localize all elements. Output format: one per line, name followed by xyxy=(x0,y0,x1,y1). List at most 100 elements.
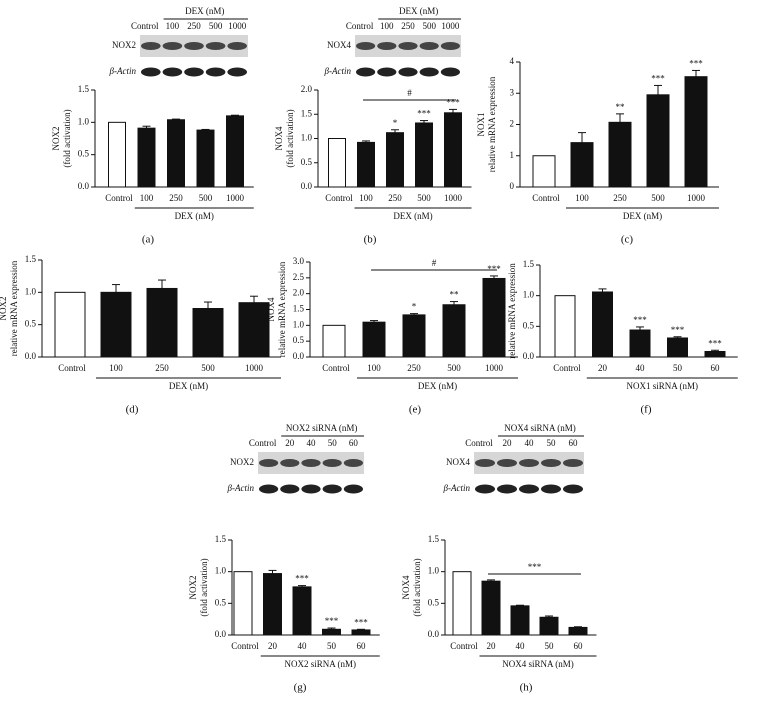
blot-band xyxy=(563,459,583,467)
bar xyxy=(167,119,185,188)
x-tick-label: 20 xyxy=(268,641,278,651)
blot-band xyxy=(440,67,460,77)
bar xyxy=(568,626,588,636)
blot-band xyxy=(440,42,460,50)
x-tick-label: Control xyxy=(553,363,581,373)
x-tick-label: 50 xyxy=(673,363,683,373)
blot-band xyxy=(227,67,247,77)
x-tick-label: 100 xyxy=(575,193,589,203)
bar xyxy=(684,76,708,188)
bar xyxy=(322,628,341,636)
panel-label: (c) xyxy=(621,234,634,246)
blot-lane-label: 50 xyxy=(328,438,338,448)
bar xyxy=(482,277,506,358)
y-tick-label: 2.0 xyxy=(293,288,305,298)
blot-band xyxy=(541,459,561,467)
blot-band xyxy=(343,484,363,494)
y-axis-label: relative mRNA expression xyxy=(487,76,497,172)
panel-label: (a) xyxy=(142,234,155,246)
x-tick-label: 60 xyxy=(711,363,721,373)
blot-band xyxy=(280,459,300,467)
y-tick-label: 4 xyxy=(510,56,515,66)
significance: *** xyxy=(633,315,647,325)
x-tick-label: 20 xyxy=(598,363,608,373)
x-tick-label: 40 xyxy=(516,641,526,651)
bar xyxy=(263,573,282,636)
bar xyxy=(570,142,594,188)
blot-row-label: NOX4 xyxy=(446,457,470,467)
bar xyxy=(146,287,178,358)
y-tick-label: 0.0 xyxy=(25,351,37,361)
blot-band xyxy=(141,67,161,77)
blot-band xyxy=(563,484,583,494)
y-tick-label: 0.5 xyxy=(78,149,90,159)
blot-lane-label: Control xyxy=(249,438,277,448)
x-axis-label: DEX (nM) xyxy=(418,381,457,391)
bar xyxy=(646,94,670,188)
x-tick-label: 40 xyxy=(636,363,646,373)
x-tick-label: 60 xyxy=(574,641,584,651)
significance: *** xyxy=(487,264,501,274)
blot-lane-label: 40 xyxy=(525,438,535,448)
bar xyxy=(362,321,386,358)
blot-lane-label: 100 xyxy=(166,21,180,31)
y-tick-label: 1.0 xyxy=(25,286,37,296)
bar xyxy=(108,121,126,188)
y-axis-label: NOX1 xyxy=(496,299,506,323)
y-tick-label: 0.0 xyxy=(293,351,305,361)
bar xyxy=(292,586,312,636)
blot-row-label: β-Actin xyxy=(109,66,137,76)
x-tick-label: 500 xyxy=(651,193,665,203)
x-tick-label: 1000 xyxy=(687,193,706,203)
bracket-label: # xyxy=(407,88,412,98)
y-tick-label: 1.5 xyxy=(25,254,37,264)
x-tick-label: 60 xyxy=(357,641,367,651)
x-tick-label: 100 xyxy=(359,193,373,203)
bar xyxy=(226,115,244,188)
blot-band xyxy=(398,67,418,77)
bracket-label: # xyxy=(432,258,437,268)
y-axis-label: relative mRNA expression xyxy=(507,263,517,359)
y-tick-label: 0.5 xyxy=(301,157,313,167)
blot-row-label: β-Actin xyxy=(324,66,352,76)
blot-band xyxy=(419,42,439,50)
blot-band xyxy=(322,459,342,467)
significance: *** xyxy=(325,616,339,626)
bar xyxy=(592,291,613,358)
x-axis-label: NOX1 siRNA (nM) xyxy=(626,381,698,391)
blot-band xyxy=(475,459,495,467)
x-tick-label: 500 xyxy=(447,363,461,373)
bar xyxy=(667,337,688,358)
blot-lane-label: Control xyxy=(346,21,374,31)
y-axis-label: (fold activation) xyxy=(62,109,72,167)
bar xyxy=(704,350,726,358)
y-tick-label: 0.5 xyxy=(293,335,305,345)
y-axis-label: NOX1 xyxy=(476,113,486,137)
x-tick-label: 250 xyxy=(169,193,183,203)
y-tick-label: 1.0 xyxy=(293,319,305,329)
blot-lane-label: 20 xyxy=(503,438,513,448)
panel-label: (b) xyxy=(364,234,377,246)
blot-band xyxy=(141,42,161,50)
y-axis-label: NOX4 xyxy=(401,575,411,599)
blot-lane-label: 20 xyxy=(285,438,295,448)
blot-band xyxy=(519,459,539,467)
blot-band xyxy=(162,67,183,77)
blot-band xyxy=(205,42,226,50)
significance: *** xyxy=(689,59,703,69)
x-tick-label: 500 xyxy=(201,363,215,373)
bar xyxy=(442,304,466,358)
blot-lane-label: 40 xyxy=(307,438,317,448)
blot-band xyxy=(497,459,517,467)
x-tick-label: 100 xyxy=(140,193,154,203)
blot-lane-label: 250 xyxy=(401,21,415,31)
bar xyxy=(238,302,270,358)
x-tick-label: 500 xyxy=(199,193,213,203)
bar xyxy=(452,571,472,636)
y-tick-label: 1.0 xyxy=(428,566,440,576)
blot-band xyxy=(343,459,363,467)
y-tick-label: 0.5 xyxy=(523,320,535,330)
blot-band xyxy=(184,67,204,77)
y-tick-label: 2.5 xyxy=(293,272,305,282)
